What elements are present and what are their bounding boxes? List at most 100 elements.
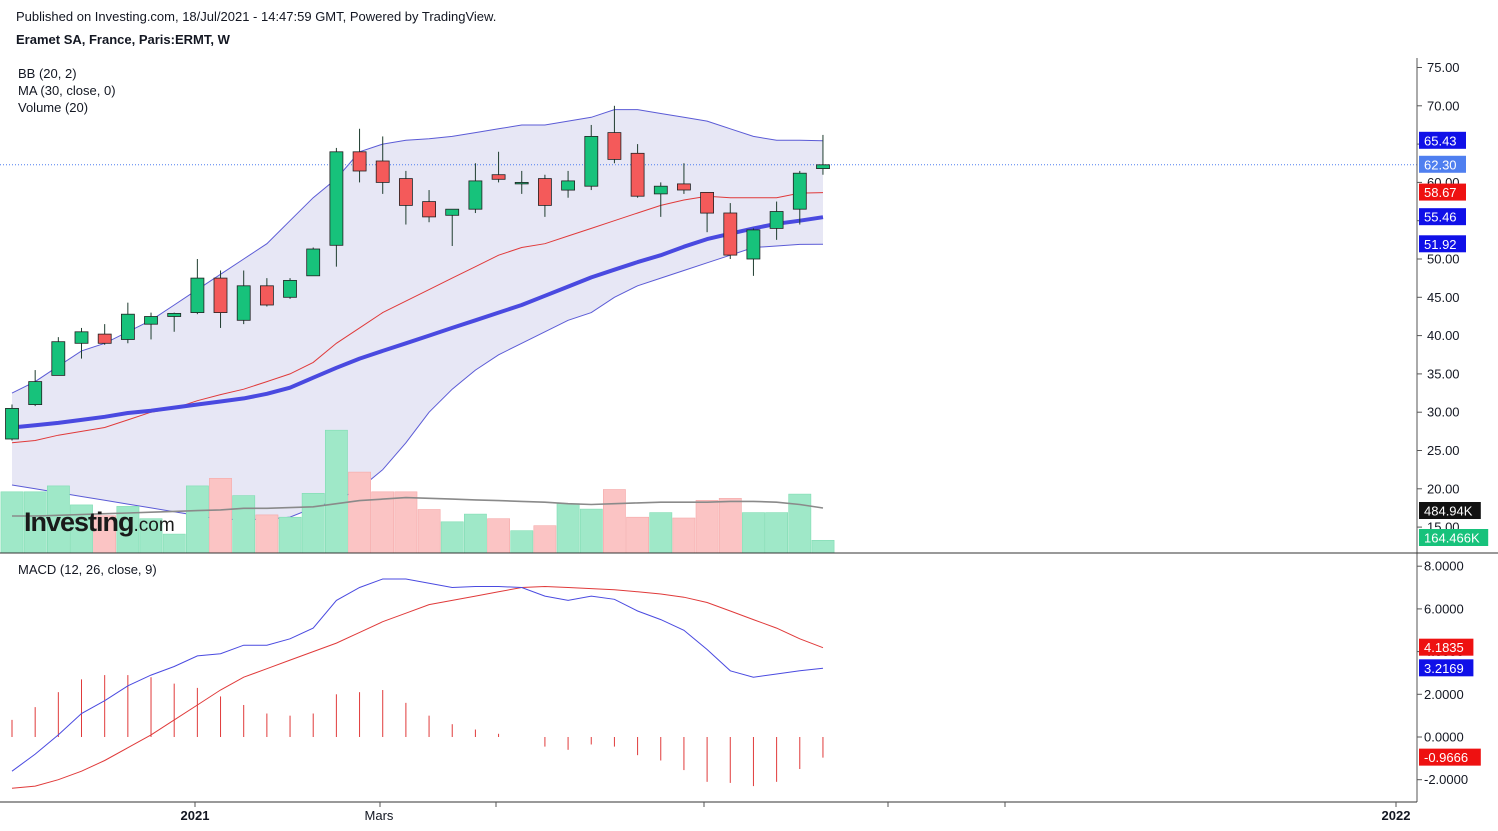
price-tag: 51.92 — [1424, 237, 1457, 252]
published-note: Published on Investing.com, 18/Jul/2021 … — [16, 9, 497, 24]
macd-tick-label: 6.0000 — [1424, 601, 1464, 616]
macd-tick-label: 2.0000 — [1424, 687, 1464, 702]
price-tick-label: 30.00 — [1427, 405, 1460, 420]
candle-up — [51, 341, 66, 376]
volume-bar — [278, 516, 302, 554]
price-tick-label: 25.00 — [1427, 443, 1460, 458]
candle-up — [816, 164, 830, 170]
volume-bar — [232, 495, 256, 554]
bb-middle-line — [11, 192, 824, 444]
candle-down — [97, 333, 112, 344]
macd-tag: 4.1835 — [1424, 640, 1464, 655]
volume-bar — [487, 518, 511, 554]
macd-tag-bg — [1419, 638, 1474, 656]
candle-up — [167, 312, 182, 317]
candle-down — [375, 160, 390, 183]
price-tag: 55.46 — [1424, 210, 1457, 225]
macd-tick-label: -2.0000 — [1424, 772, 1468, 787]
volume-bar — [602, 489, 626, 554]
volume-bar — [394, 491, 418, 554]
volume-ma-tag: 484.94K — [1424, 504, 1473, 519]
volume-bar — [556, 503, 580, 554]
volume-bar — [695, 499, 719, 554]
price-tick-label: 50.00 — [1427, 252, 1460, 267]
investing-logo: Investing.com — [24, 507, 175, 537]
legend-ma[interactable]: MA (30, close, 0) — [18, 83, 116, 98]
volume-bar — [718, 497, 742, 554]
volume-bar — [649, 512, 673, 554]
chart-title: Eramet SA, France, Paris:ERMT, W — [16, 32, 230, 47]
volume-bar — [255, 514, 279, 554]
volume-bar — [463, 513, 487, 554]
candle-up — [792, 172, 807, 210]
volume-bar — [672, 517, 696, 554]
candle-up — [144, 316, 158, 325]
candles — [5, 105, 830, 441]
candle-down — [607, 132, 622, 160]
price-tag-bg — [1419, 208, 1466, 226]
macd-tag: -0.9666 — [1424, 750, 1468, 765]
time-tick-label: Mars — [365, 808, 394, 823]
candle-up — [283, 279, 297, 298]
volume-bar — [742, 512, 765, 554]
candle-up — [329, 151, 344, 246]
candle-up — [74, 331, 89, 344]
candle-down — [259, 285, 274, 306]
candle-down — [538, 178, 552, 206]
price-tick-label: 75.00 — [1427, 60, 1460, 75]
candle-down — [723, 212, 738, 256]
candle-up — [561, 180, 575, 191]
price-tick-label: 45.00 — [1427, 290, 1460, 305]
candle-up — [514, 181, 529, 185]
candle-down — [398, 178, 413, 206]
legend-macd[interactable]: MACD (12, 26, close, 9) — [18, 562, 157, 577]
volume-bar — [510, 530, 534, 554]
macd-tag-bg — [1419, 659, 1474, 677]
time-tick-label: 2021 — [181, 808, 210, 823]
candle-up — [584, 135, 599, 187]
price-tag-bg — [1419, 235, 1466, 253]
price-tag-bg — [1419, 155, 1466, 173]
candle-up — [769, 211, 784, 229]
price-tick-label: 35.00 — [1427, 366, 1460, 381]
price-tick-label: 20.00 — [1427, 481, 1460, 496]
legend-bb[interactable]: BB (20, 2) — [18, 66, 77, 81]
candle-down — [422, 201, 437, 218]
volume-bars — [0, 429, 835, 554]
macd-tag-bg — [1419, 748, 1481, 766]
volume-bar — [811, 539, 835, 554]
bb-fill — [12, 109, 823, 520]
volume-bar — [440, 521, 464, 554]
candle-up — [653, 185, 668, 195]
macd-signal-line — [11, 585, 824, 789]
price-tag-bg — [1419, 183, 1466, 201]
macd-pane — [11, 578, 824, 789]
candle-up — [5, 407, 19, 440]
price-tag: 58.67 — [1424, 185, 1457, 200]
candle-up — [121, 313, 135, 340]
candle-up — [236, 285, 251, 321]
candle-up — [28, 381, 43, 406]
ma30-line — [11, 215, 824, 430]
legend-volume[interactable]: Volume (20) — [18, 100, 89, 115]
price-tag-bg — [1419, 131, 1466, 149]
price-tag: 65.43 — [1424, 133, 1457, 148]
value-tags: 65.43 62.30 58.67 55.46 51.92 484.94K 164.466K… — [1419, 131, 1489, 766]
volume-bar — [765, 512, 789, 554]
candle-down — [491, 174, 506, 180]
volume-ma-tag-bg — [1419, 502, 1481, 519]
volume-bar — [324, 429, 348, 554]
volume-bar — [371, 491, 395, 554]
candle-down — [213, 277, 228, 314]
candle-up — [468, 180, 483, 210]
time-tick-label: 2022 — [1382, 808, 1411, 823]
volume-bar — [579, 508, 603, 554]
candle-down — [677, 183, 691, 191]
volume-bar — [209, 477, 232, 554]
macd-tick-label: 0.0000 — [1424, 730, 1464, 745]
candle-up — [190, 277, 205, 314]
price-tag: 62.30 — [1424, 157, 1457, 172]
candle-down — [700, 191, 714, 214]
macd-tag: 3.2169 — [1424, 661, 1464, 676]
